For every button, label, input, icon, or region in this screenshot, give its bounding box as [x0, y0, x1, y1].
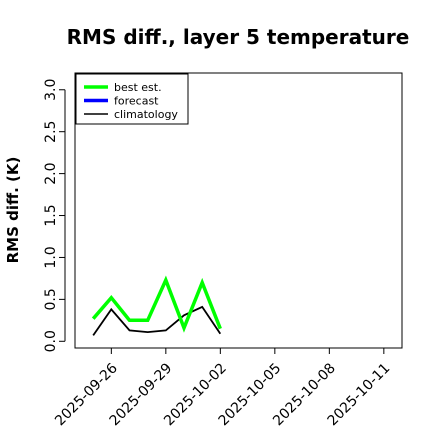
series-line-best-est — [91, 275, 222, 333]
series-line-climatology — [92, 305, 222, 336]
plot-area — [74, 72, 403, 349]
chart-title: RMS diff., layer 5 temperature — [67, 25, 410, 49]
legend-label: climatology — [114, 108, 178, 121]
series-lines — [91, 275, 222, 336]
y-axis-label: RMS diff. (K) — [4, 157, 22, 264]
x-axis: 2025-09-262025-09-292025-10-022025-10-05… — [52, 348, 393, 429]
y-tick-label: 0.5 — [43, 288, 59, 310]
y-axis: 0.0 0.5 1.0 1.5 2.0 2.5 3.0 — [43, 79, 66, 352]
y-tick-label: 2.0 — [43, 162, 59, 184]
legend-label: best est. — [114, 81, 162, 94]
y-tick-label: 2.5 — [43, 121, 59, 143]
legend-label: forecast — [114, 95, 159, 108]
y-tick-label: 0.0 — [43, 330, 59, 352]
y-tick-label: 3.0 — [43, 79, 59, 101]
y-tick-label: 1.5 — [43, 204, 59, 226]
y-tick-label: 1.0 — [43, 246, 59, 268]
